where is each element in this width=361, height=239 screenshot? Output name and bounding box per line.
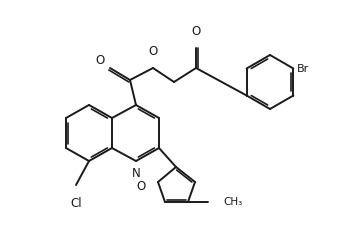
Text: O: O	[137, 179, 146, 192]
Text: N: N	[132, 167, 140, 180]
Text: Cl: Cl	[70, 197, 82, 210]
Text: O: O	[191, 25, 201, 38]
Text: Br: Br	[296, 64, 309, 74]
Text: O: O	[96, 54, 105, 66]
Text: CH₃: CH₃	[223, 197, 242, 207]
Text: O: O	[148, 45, 158, 58]
